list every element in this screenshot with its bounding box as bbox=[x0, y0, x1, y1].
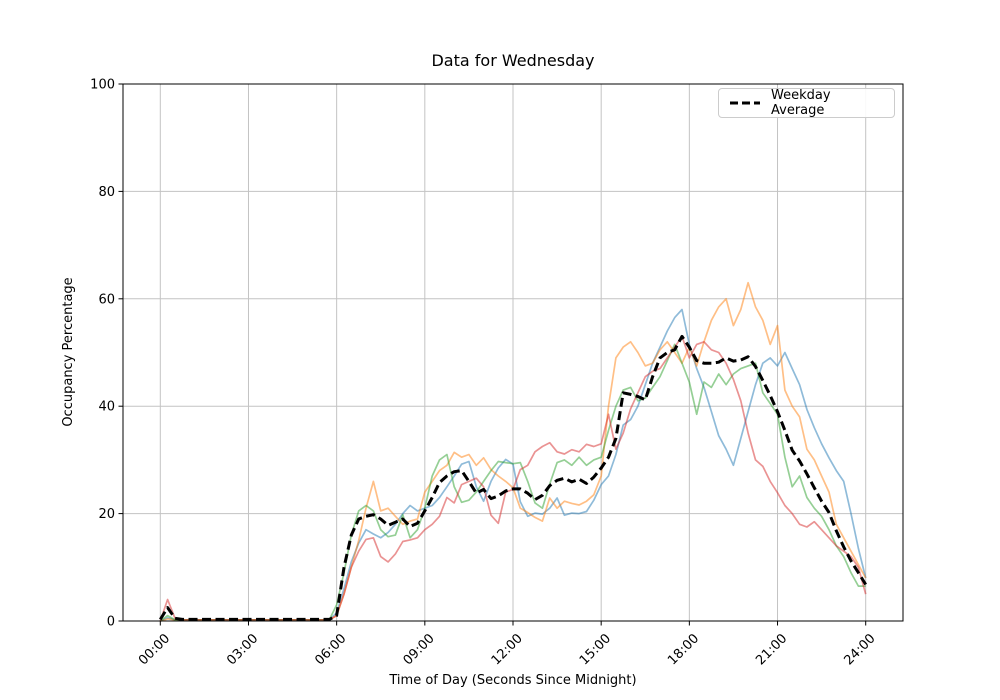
legend-label: Weekday Average bbox=[771, 88, 831, 118]
x-tick-label: 24:00 bbox=[841, 631, 878, 668]
y-tick-label: 80 bbox=[98, 185, 115, 200]
x-tick-label: 06:00 bbox=[312, 631, 349, 668]
x-tick-label: 15:00 bbox=[577, 631, 614, 668]
y-tick-label: 0 bbox=[107, 615, 115, 630]
x-tick-label: 12:00 bbox=[489, 631, 526, 668]
x-tick-label: 03:00 bbox=[224, 631, 261, 668]
weekday-average-line bbox=[159, 334, 867, 621]
x-tick-label: 18:00 bbox=[665, 631, 702, 668]
legend-dash-sample-icon bbox=[730, 101, 760, 105]
x-tick-label: 09:00 bbox=[401, 631, 438, 668]
y-axis-label: Occupancy Percentage bbox=[61, 277, 76, 427]
y-tick-label: 100 bbox=[90, 78, 115, 93]
y-tick-label: 20 bbox=[98, 507, 115, 522]
y-tick-label: 60 bbox=[98, 292, 115, 307]
x-axis-label: Time of Day (Seconds Since Midnight) bbox=[389, 673, 637, 688]
chart-title: Data for Wednesday bbox=[431, 51, 595, 70]
x-tick-label: 00:00 bbox=[136, 631, 173, 668]
y-tick-label: 40 bbox=[98, 400, 115, 415]
x-tick-label: 21:00 bbox=[753, 631, 790, 668]
legend: Weekday Average bbox=[718, 88, 895, 118]
